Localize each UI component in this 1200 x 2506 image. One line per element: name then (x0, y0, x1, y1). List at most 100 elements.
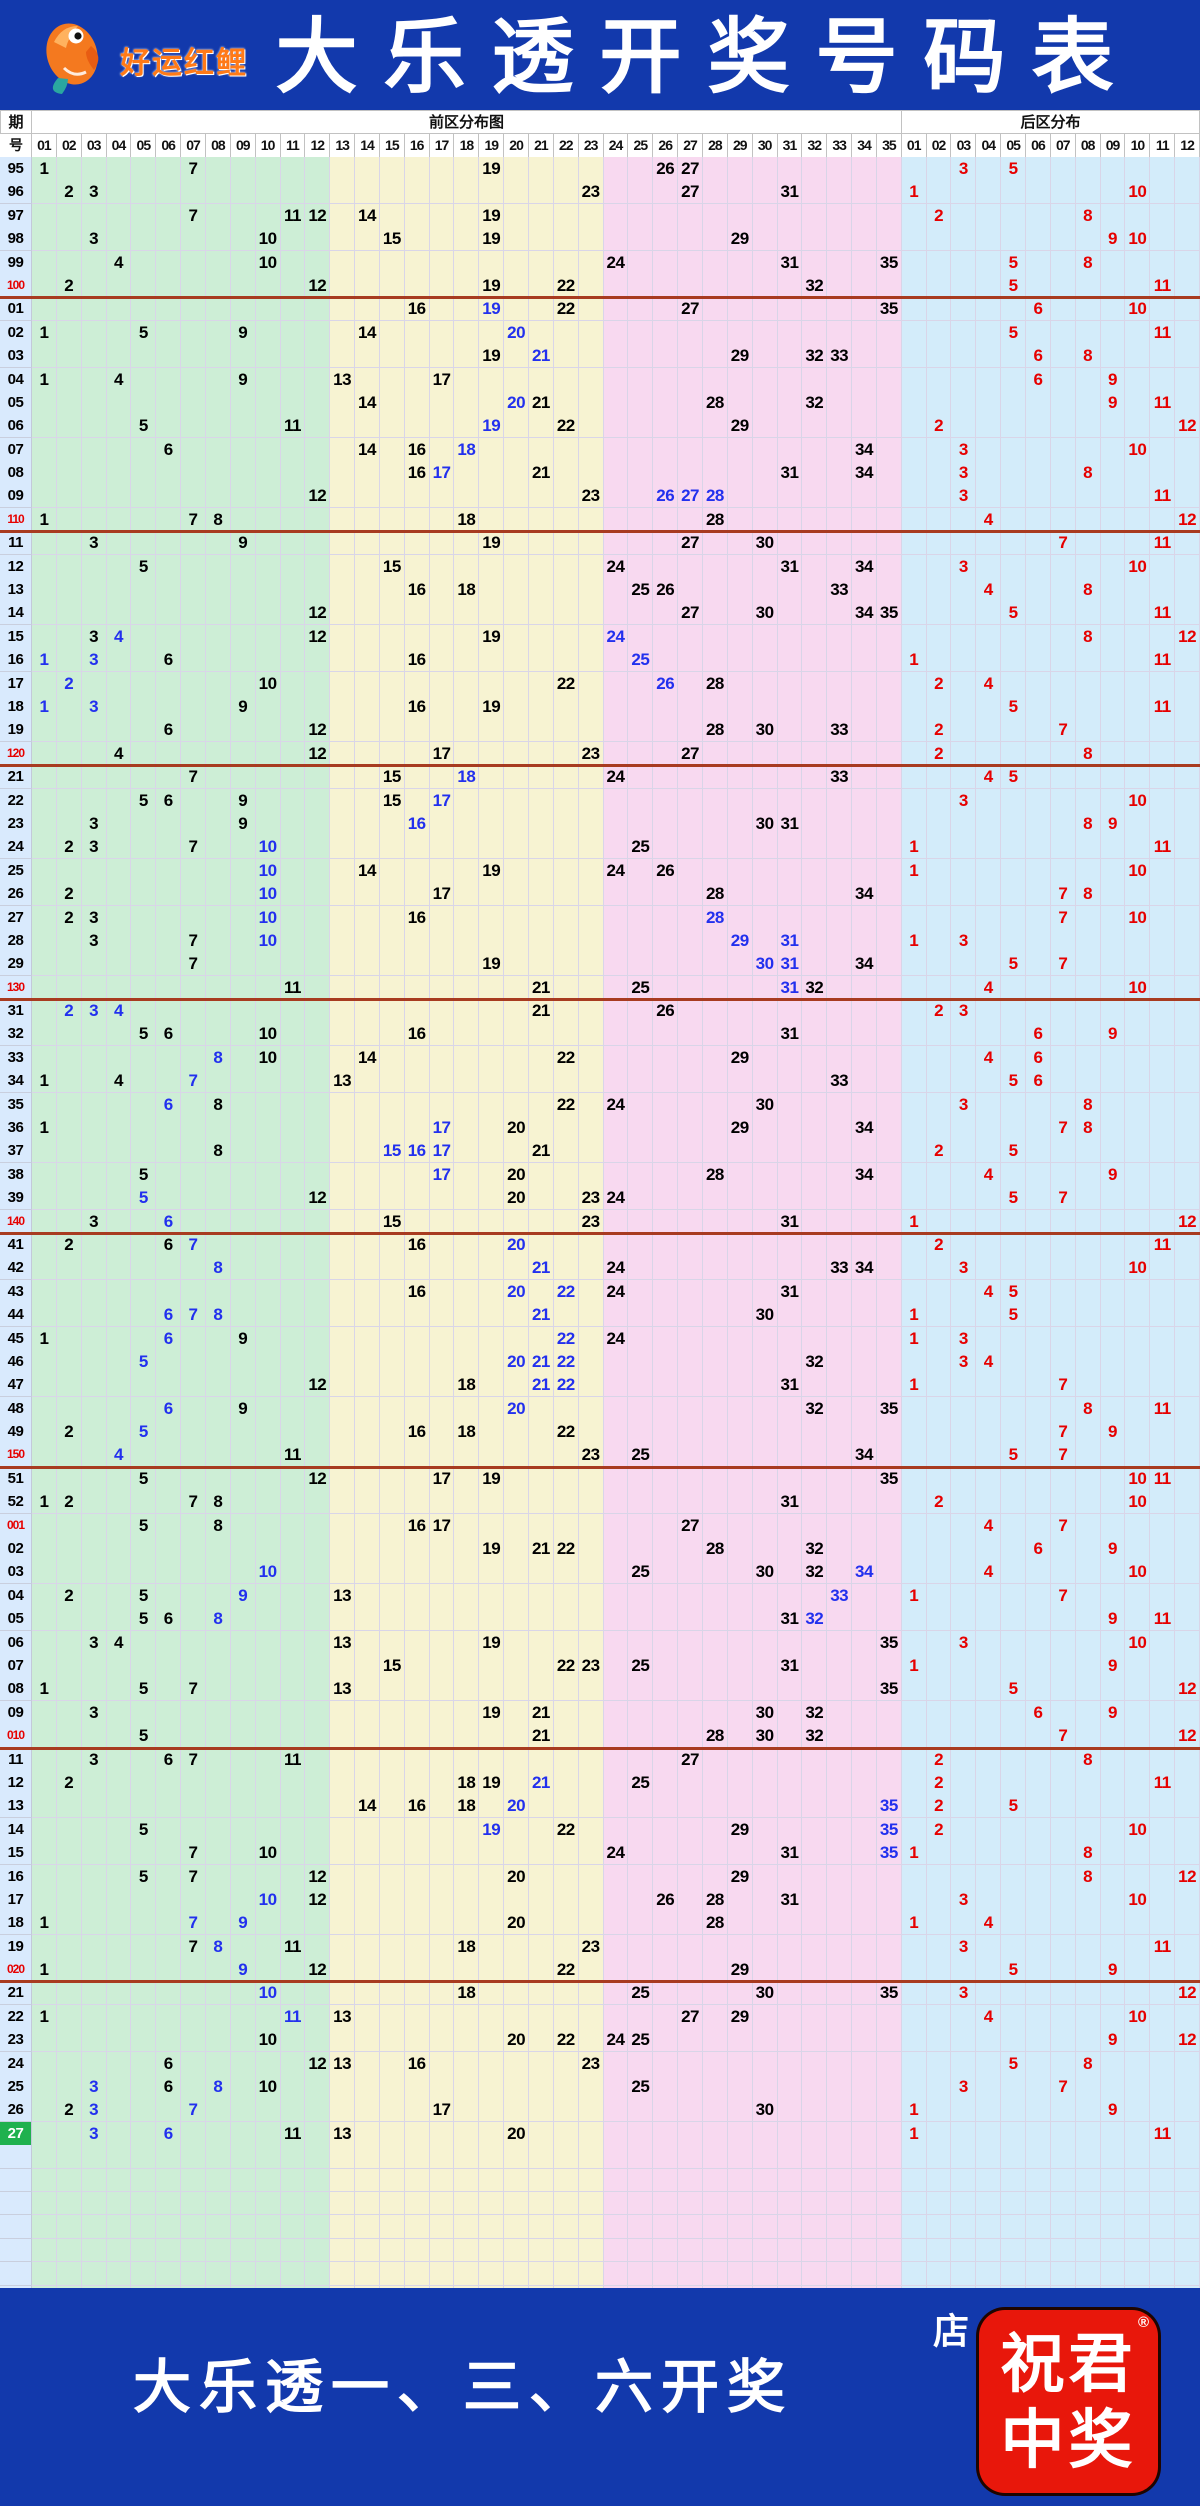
front-number-cell (479, 1887, 505, 1912)
front-number-cell (578, 1841, 604, 1866)
period-cell: 96 (0, 180, 32, 205)
back-number-cell (1050, 2145, 1076, 2169)
front-number-cell (752, 1186, 778, 1211)
back-number-cell (1175, 157, 1200, 181)
front-number-cell (553, 1396, 579, 1421)
front-number-cell (529, 180, 554, 205)
front-number-cell (454, 414, 480, 439)
front-number-cell (32, 437, 57, 462)
front-number-cell (355, 952, 380, 977)
back-number-cell: 4 (976, 1045, 1002, 1070)
front-number-cell (852, 1303, 877, 1328)
back-number-cell (1175, 1186, 1200, 1211)
front-number-cell (404, 1700, 430, 1725)
front-number-cell: 5 (131, 788, 157, 813)
front-number-cell (852, 203, 877, 228)
back-number-cell (1050, 2215, 1076, 2239)
front-number-cell: 21 (529, 390, 554, 415)
front-number-cell (330, 718, 356, 743)
back-number-cell (1175, 1958, 1200, 1983)
back-number-cell (976, 1490, 1002, 1515)
front-number-cell (81, 1326, 107, 1351)
front-number-cell: 26 (653, 858, 679, 883)
front-number-cell (181, 297, 206, 322)
front-number-cell (429, 928, 455, 953)
back-number-cell: 2 (926, 414, 952, 439)
back-number-cell (1026, 1513, 1051, 1538)
front-number-cell (578, 1560, 604, 1585)
front-number-cell (603, 1677, 629, 1702)
front-number-cell (230, 1069, 256, 1094)
front-number-cell (156, 578, 182, 603)
front-number-cell (131, 1887, 157, 1912)
period-cell (0, 2215, 32, 2239)
column-header: 20 (503, 133, 530, 158)
back-number-cell (1050, 1677, 1076, 1702)
back-number-cell (1175, 999, 1200, 1024)
back-number-cell (976, 531, 1002, 556)
front-number-cell (404, 1537, 430, 1562)
front-number-cell (678, 671, 703, 696)
front-number-cell (32, 1841, 57, 1866)
front-number-cell (305, 765, 331, 790)
back-number-cell (976, 2145, 1002, 2169)
front-number-cell (32, 2285, 57, 2288)
front-number-cell (852, 1958, 877, 1983)
front-number-cell (305, 1817, 331, 1842)
back-number-cell (1026, 671, 1051, 696)
badge-line1: 祝君 (1000, 2327, 1137, 2400)
front-number-cell (504, 1466, 530, 1491)
back-number-cell (1175, 671, 1200, 696)
front-number-cell (56, 1794, 82, 1819)
front-number-cell (106, 1303, 132, 1328)
period-cell: 26 (0, 882, 32, 907)
front-number-cell: 14 (355, 320, 380, 345)
back-number-cell: 10 (1125, 1466, 1151, 1491)
back-number-cell (1100, 507, 1126, 532)
front-number-cell: 25 (628, 2075, 654, 2100)
back-number-cell (926, 1373, 952, 1398)
front-number-cell (479, 1069, 505, 1094)
front-number-cell (727, 671, 753, 696)
back-number-cell (976, 1420, 1002, 1445)
front-number-cell (479, 1209, 505, 1234)
front-number-cell (230, 507, 256, 532)
front-number-cell (156, 390, 182, 415)
front-number-cell (454, 180, 480, 205)
back-number-cell (1100, 1677, 1126, 1702)
front-number-cell (404, 952, 430, 977)
back-number-cell (976, 882, 1002, 907)
front-number-cell (355, 2098, 380, 2123)
front-number-cell (553, 1443, 579, 1468)
back-number-cell (1100, 1303, 1126, 1328)
back-number-cell (1175, 250, 1200, 275)
front-number-cell (752, 1817, 778, 1842)
front-number-cell (727, 2238, 753, 2263)
back-number-cell: 2 (926, 203, 952, 228)
front-number-cell (379, 648, 405, 673)
back-number-cell (1026, 1607, 1051, 1632)
front-number-cell (504, 1326, 530, 1351)
table-row (0, 2145, 1200, 2169)
front-number-cell (255, 157, 281, 181)
back-number-cell: 8 (1075, 1864, 1101, 1889)
front-number-cell (628, 624, 654, 649)
back-number-cell (1125, 1841, 1151, 1866)
back-number-cell: 6 (1026, 1537, 1051, 1562)
front-number-cell (603, 507, 629, 532)
back-number-cell (1026, 1396, 1051, 1421)
front-number-cell (479, 1747, 505, 1772)
front-number-cell: 13 (330, 367, 356, 392)
table-row: 23 3 9 16 30 31 8 9 (0, 811, 1200, 836)
front-number-cell (255, 1443, 281, 1468)
front-number-cell: 20 (504, 1349, 530, 1374)
front-number-cell (653, 1630, 679, 1655)
back-number-cell: 4 (976, 1279, 1002, 1304)
back-number-cell: 10 (1125, 1630, 1151, 1655)
front-number-cell (504, 1934, 530, 1959)
front-number-cell (205, 811, 231, 836)
front-number-cell (578, 1490, 604, 1515)
front-number-cell (727, 484, 753, 509)
front-number-cell (81, 1349, 107, 1374)
front-number-cell (379, 975, 405, 1000)
